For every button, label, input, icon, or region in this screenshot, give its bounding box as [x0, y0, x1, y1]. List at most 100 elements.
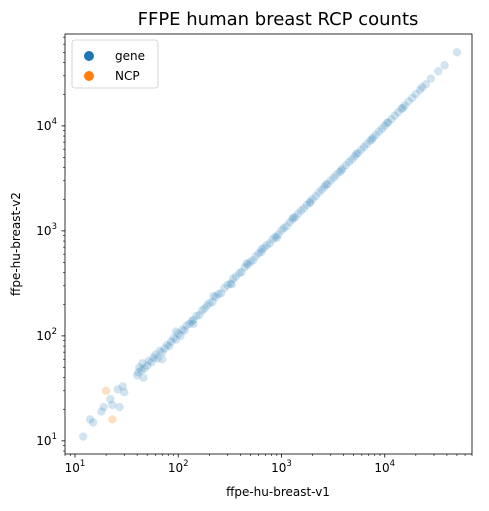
data-point-gene	[139, 373, 148, 382]
legend-marker-gene	[84, 51, 94, 61]
data-point-gene	[390, 111, 399, 120]
data-point-gene	[228, 274, 238, 283]
data-point-gene	[434, 67, 443, 76]
data-point-gene	[341, 161, 351, 170]
data-point-gene	[299, 204, 309, 213]
data-point-gene	[293, 209, 303, 218]
data-point-gene	[326, 176, 335, 185]
data-point-gene	[368, 133, 378, 142]
data-point-gene	[113, 385, 123, 394]
data-point-gene	[180, 326, 189, 335]
data-point-gene	[192, 311, 201, 321]
y-axis-label: ffpe-hu-breast-v2	[9, 192, 23, 296]
data-point-gene	[138, 358, 147, 368]
data-point-gene	[153, 354, 162, 363]
data-point-gene	[289, 213, 298, 222]
data-point-gene	[452, 48, 462, 57]
legend-label-gene: gene	[115, 49, 145, 63]
data-point-gene	[120, 388, 129, 397]
data-point-gene	[323, 179, 332, 189]
data-point-gene	[305, 197, 315, 207]
y-axis: 101 102 103 104	[36, 36, 65, 452]
data-point-gene	[260, 243, 269, 253]
data-point-gene	[306, 198, 315, 208]
data-point-gene	[205, 298, 214, 308]
data-point-gene	[365, 136, 375, 145]
chart-title: FFPE human breast RCP counts	[138, 9, 419, 30]
data-point-gene	[352, 149, 361, 159]
data-point-gene	[220, 283, 229, 293]
data-point-ncp	[101, 386, 111, 395]
data-point-gene	[320, 182, 329, 192]
data-point-gene	[149, 353, 159, 362]
legend-label-ncp: NCP	[115, 69, 140, 83]
data-point-gene	[421, 80, 431, 89]
data-point-gene	[214, 289, 223, 299]
data-point-gene	[200, 304, 209, 313]
data-point-gene	[151, 350, 160, 360]
data-point-gene	[277, 226, 286, 235]
data-point-gene	[176, 331, 185, 341]
data-point-gene	[317, 185, 326, 195]
data-point-gene	[387, 114, 396, 124]
data-point-gene	[274, 230, 283, 239]
data-point-gene	[178, 325, 187, 334]
data-point-gene	[195, 310, 204, 320]
data-point-gene	[132, 371, 142, 380]
data-point-gene	[257, 247, 266, 257]
plot-area	[78, 48, 462, 441]
data-point-ncp	[108, 415, 117, 424]
data-point-gene	[296, 206, 306, 215]
data-point-gene	[257, 244, 266, 254]
data-point-gene	[226, 279, 235, 288]
data-point-gene	[209, 291, 218, 301]
data-point-gene	[382, 118, 392, 128]
data-point-gene	[174, 329, 183, 338]
data-point-gene	[243, 260, 252, 270]
data-point-gene	[237, 267, 246, 277]
x-axis: 101 102 103 104	[65, 454, 473, 475]
data-point-gene	[400, 101, 409, 110]
data-point-gene	[78, 432, 88, 441]
data-point-gene	[397, 104, 406, 113]
data-point-gene	[271, 232, 280, 241]
data-point-gene	[155, 346, 164, 356]
data-point-gene	[227, 280, 236, 289]
data-point-gene	[262, 241, 271, 250]
x-tick-label: 102	[168, 459, 189, 475]
data-point-gene	[408, 93, 417, 103]
data-point-gene	[189, 319, 198, 329]
x-tick-label: 104	[374, 459, 395, 475]
data-point-gene	[134, 368, 143, 377]
data-point-gene	[353, 148, 363, 158]
data-point-gene	[108, 400, 117, 410]
data-point-gene	[338, 164, 347, 173]
data-point-gene	[197, 306, 207, 315]
data-point-gene	[272, 233, 281, 242]
data-point-gene	[211, 292, 220, 302]
data-point-gene	[216, 288, 226, 298]
data-point-gene	[308, 194, 317, 204]
data-point-gene	[187, 316, 196, 326]
data-point-gene	[251, 252, 260, 261]
data-point-gene	[377, 124, 387, 133]
data-point-gene	[185, 319, 194, 329]
data-point-gene	[282, 221, 291, 231]
data-point-gene	[99, 402, 108, 412]
data-point-gene	[137, 366, 146, 375]
data-point-gene	[337, 166, 346, 175]
plot-frame	[64, 33, 473, 455]
data-point-gene	[231, 272, 240, 282]
data-point-gene	[347, 155, 357, 164]
data-point-gene	[288, 215, 297, 224]
x-tick-label: 103	[271, 459, 292, 475]
y-tick-label: 101	[36, 432, 57, 448]
legend: gene NCP	[71, 39, 159, 89]
data-point-gene	[235, 269, 244, 278]
data-point-gene	[223, 280, 232, 290]
data-point-gene	[415, 85, 425, 95]
x-tick-label: 101	[65, 459, 86, 475]
data-point-gene	[248, 256, 258, 265]
